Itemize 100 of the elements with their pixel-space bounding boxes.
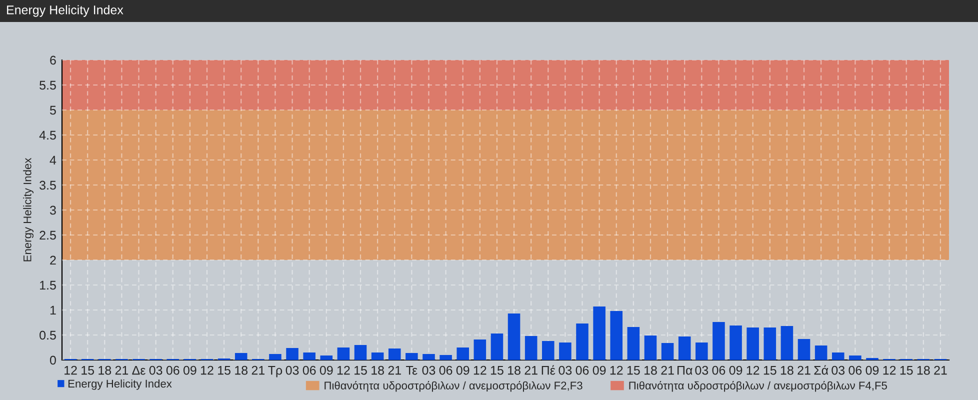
bar <box>474 340 486 360</box>
x-tick-label: 18 <box>780 366 794 375</box>
x-tick-label: 21 <box>798 366 810 375</box>
bar <box>422 354 435 360</box>
legend-label: Energy Helicity Index <box>68 379 172 390</box>
x-tick-label: Πέ <box>542 365 556 375</box>
x-tick-label: 18 <box>98 366 112 375</box>
x-tick-label: 09 <box>729 366 742 375</box>
x-tick-label: 06 <box>439 366 452 375</box>
bar <box>627 327 640 360</box>
x-tick-label: 15 <box>82 366 94 375</box>
bar <box>814 346 828 360</box>
y-tick-label: 2.5 <box>40 230 56 240</box>
y-tick-label: 6 <box>50 56 56 65</box>
x-tick-label: 03 <box>422 366 436 375</box>
bar <box>337 348 350 360</box>
x-tick-label: 06 <box>712 366 726 375</box>
x-tick-label: 15 <box>354 366 367 375</box>
bar <box>730 326 742 360</box>
x-tick-label: 18 <box>917 366 930 375</box>
x-tick-label: 15 <box>627 366 640 375</box>
x-tick-label: 18 <box>644 366 657 375</box>
x-tick-label: 09 <box>456 366 470 375</box>
x-tick-label: 09 <box>320 366 333 375</box>
x-tick-label: Τε <box>406 366 418 375</box>
bar <box>712 322 725 360</box>
bar <box>354 345 367 360</box>
x-tick-label: Πα <box>678 366 692 375</box>
bar <box>746 328 759 360</box>
x-tick-label: 15 <box>490 366 504 375</box>
x-tick-label: 12 <box>200 366 214 375</box>
x-tick-label: 15 <box>900 366 913 375</box>
x-tick-label: 09 <box>592 366 606 375</box>
x-tick-label: 06 <box>166 366 180 375</box>
x-tick-label: 12 <box>337 366 350 375</box>
x-tick-label: 03 <box>832 366 845 375</box>
x-tick-label: 09 <box>866 366 879 375</box>
x-tick-label: 12 <box>64 366 77 375</box>
y-tick-label: 1 <box>50 306 56 315</box>
x-tick-label: Σά <box>814 365 828 375</box>
bar <box>388 348 401 360</box>
x-tick-label: Τρ <box>268 366 282 378</box>
bar <box>542 341 554 360</box>
x-tick-label: 06 <box>848 366 862 375</box>
y-tick-label: 5.5 <box>40 80 56 90</box>
bar <box>524 336 538 360</box>
x-tick-label: 15 <box>218 366 230 375</box>
x-tick-label: 21 <box>934 366 947 375</box>
legend-label: Πιθανότητα υδροστρόβιλων / ανεμοστρόβιλων F2,F3 <box>324 381 582 392</box>
x-tick-label: 12 <box>610 366 623 375</box>
x-tick-label: Δε <box>132 366 146 375</box>
bar <box>406 353 418 360</box>
y-axis-title: Energy Helicity Index <box>23 158 34 262</box>
bar <box>286 348 298 360</box>
y-tick-label: 1.5 <box>40 280 56 290</box>
x-tick-label: 21 <box>661 366 674 375</box>
bar <box>696 342 708 360</box>
y-tick-label: 4 <box>50 156 56 165</box>
x-tick-label: 03 <box>149 366 162 375</box>
x-tick-label: 21 <box>388 366 401 375</box>
bar <box>780 326 794 360</box>
bar <box>559 342 572 360</box>
y-tick-label: 3 <box>50 206 56 215</box>
y-tick-label: 0 <box>50 356 56 365</box>
y-tick-label: 2 <box>50 256 56 265</box>
x-tick-label: 03 <box>286 366 299 375</box>
y-tick-label: 5 <box>50 106 56 115</box>
bar <box>593 306 606 360</box>
x-tick-label: 03 <box>695 366 708 375</box>
x-tick-label: 06 <box>302 366 316 375</box>
y-tick-label: 0.5 <box>40 330 56 340</box>
x-tick-label: 06 <box>576 366 589 375</box>
bar <box>234 353 248 360</box>
bar <box>303 352 316 360</box>
x-tick-label: 09 <box>183 366 196 375</box>
x-tick-label: 21 <box>524 366 538 375</box>
x-tick-label: 12 <box>474 366 486 375</box>
x-tick-label: 18 <box>235 366 248 375</box>
bar <box>764 328 776 360</box>
legend-label: Πιθανότητα υδροστρόβιλων / ανεμοστρόβιλων F4,F5 <box>629 381 887 392</box>
y-tick-label: 4.5 <box>39 130 56 140</box>
x-tick-label: 03 <box>558 366 572 375</box>
bar <box>456 348 469 360</box>
y-tick-label: 3.5 <box>40 180 56 190</box>
bar <box>661 343 674 360</box>
x-tick-label: 15 <box>764 366 776 375</box>
x-tick-label: 12 <box>883 366 896 375</box>
bar <box>508 314 520 360</box>
bar <box>678 336 691 360</box>
bar <box>440 355 452 360</box>
bar <box>798 339 810 360</box>
bar <box>490 334 504 360</box>
x-tick-label: 12 <box>746 366 760 375</box>
bar <box>371 352 384 360</box>
bar <box>832 352 844 360</box>
x-tick-label: 21 <box>252 366 265 375</box>
bar <box>849 356 862 360</box>
bar <box>644 336 657 360</box>
bar <box>576 324 588 360</box>
bar <box>610 311 623 360</box>
